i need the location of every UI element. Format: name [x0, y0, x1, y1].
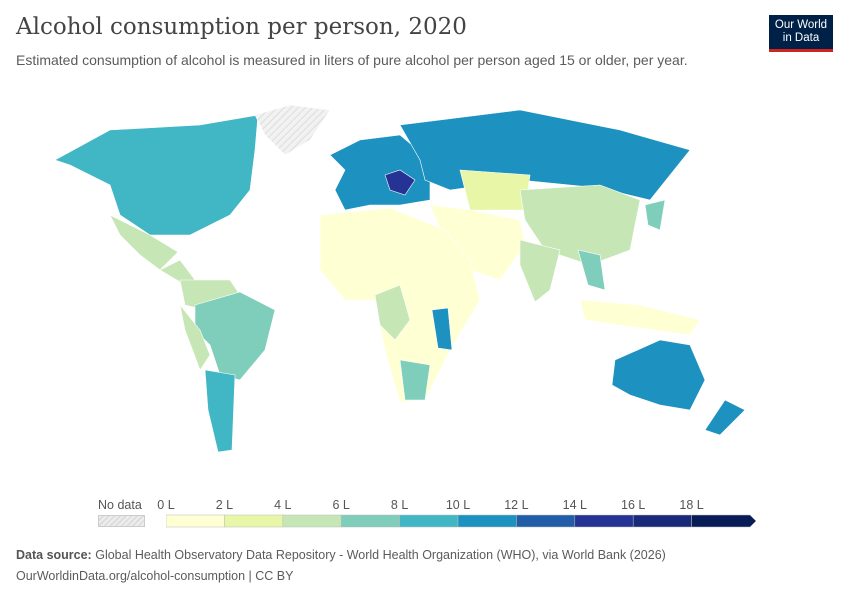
legend-tick-label: 4 L — [274, 498, 292, 512]
source-label: Data source: — [16, 548, 92, 562]
country-australia[interactable] — [611, 339, 706, 411]
legend-bin[interactable] — [282, 514, 342, 528]
country-china[interactable] — [519, 184, 641, 266]
country-southern-africa[interactable] — [399, 359, 431, 401]
logo-line-1: Our World — [774, 19, 828, 31]
country-se-asia[interactable] — [577, 249, 606, 291]
legend-bin[interactable] — [166, 514, 225, 528]
legend-tick-label: 8 L — [390, 498, 409, 512]
country-greenland[interactable] — [254, 104, 331, 156]
country-india[interactable] — [519, 239, 561, 303]
world-map[interactable] — [0, 80, 850, 480]
country-central-africa[interactable] — [374, 284, 411, 341]
country-central-asia[interactable] — [459, 169, 531, 211]
owid-logo[interactable]: Our World in Data — [769, 15, 833, 52]
legend-tick-label: 6 L — [332, 498, 350, 512]
legend-tick-label: 0 L — [157, 498, 175, 512]
country-new-zealand[interactable] — [704, 399, 746, 436]
source-url[interactable]: OurWorldinData.org/alcohol-consumption |… — [16, 569, 294, 583]
chart-title: Alcohol consumption per person, 2020 — [16, 14, 467, 40]
legend-tick-label: 10 L — [445, 498, 471, 512]
legend-tick-label: 18 L — [679, 498, 704, 512]
legend-bin[interactable] — [632, 514, 692, 528]
source-text: Global Health Observatory Data Repositor… — [95, 548, 666, 562]
legend-bin[interactable] — [691, 514, 756, 528]
country-andes[interactable] — [179, 304, 211, 371]
country-russia[interactable] — [399, 109, 691, 201]
no-data-swatch[interactable] — [98, 515, 145, 527]
data-source: Data source: Global Health Observatory D… — [16, 548, 666, 562]
legend-tick-label: 12 L — [504, 498, 529, 512]
legend-bin[interactable] — [224, 514, 284, 528]
legend-color-bar — [166, 514, 756, 528]
country-north-america[interactable] — [54, 114, 259, 236]
legend-bin[interactable] — [457, 514, 517, 528]
legend-bin[interactable] — [574, 514, 634, 528]
legend-bin[interactable] — [399, 514, 459, 528]
legend-bin[interactable] — [516, 514, 576, 528]
country-east-africa[interactable] — [431, 307, 453, 351]
country-central-europe[interactable] — [384, 169, 416, 196]
chart-subtitle: Estimated consumption of alcohol is meas… — [16, 52, 688, 68]
logo-line-2: in Data — [782, 32, 820, 44]
legend-tick-label: 2 L — [215, 498, 234, 512]
country-indonesia[interactable] — [579, 299, 701, 336]
country-korea-japan[interactable] — [644, 199, 666, 231]
legend-bin[interactable] — [340, 514, 400, 528]
legend-tick-label: 16 L — [621, 498, 646, 512]
country-argentina[interactable] — [204, 369, 236, 453]
country-brazil[interactable] — [194, 291, 276, 381]
legend-tick-label: 14 L — [562, 498, 587, 512]
no-data-label: No data — [98, 498, 142, 512]
